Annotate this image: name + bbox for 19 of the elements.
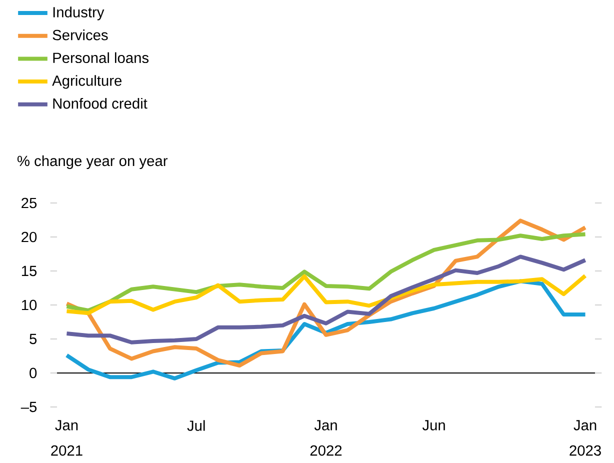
- x-tick-label: Jan 2023: [570, 420, 601, 456]
- y-tick-label: 10: [22, 300, 37, 310]
- y-tick-label: 5: [30, 334, 37, 344]
- legend-label: Personal loans: [53, 52, 149, 64]
- y-axis-title: % change year on year: [17, 155, 168, 170]
- x-tick-label: Jun: [422, 420, 445, 430]
- y-tick-label: 20: [22, 232, 37, 242]
- y-tick-label: 0: [30, 368, 37, 378]
- line-series: [64, 254, 588, 344]
- legend-label: Services: [52, 29, 108, 40]
- y-tick-label: 25: [22, 198, 37, 208]
- x-tick-label: Jul: [187, 420, 205, 431]
- x-tick-label: Jan 2022: [310, 420, 342, 456]
- legend-label: Nonfood credit: [53, 98, 148, 109]
- legend-label: Industry: [53, 6, 104, 20]
- y-tick-label: 15: [22, 266, 37, 276]
- legend-label: Agriculture: [52, 75, 122, 89]
- x-tick-label: Jan 2021: [51, 420, 82, 456]
- y-tick-label: –5: [20, 402, 37, 412]
